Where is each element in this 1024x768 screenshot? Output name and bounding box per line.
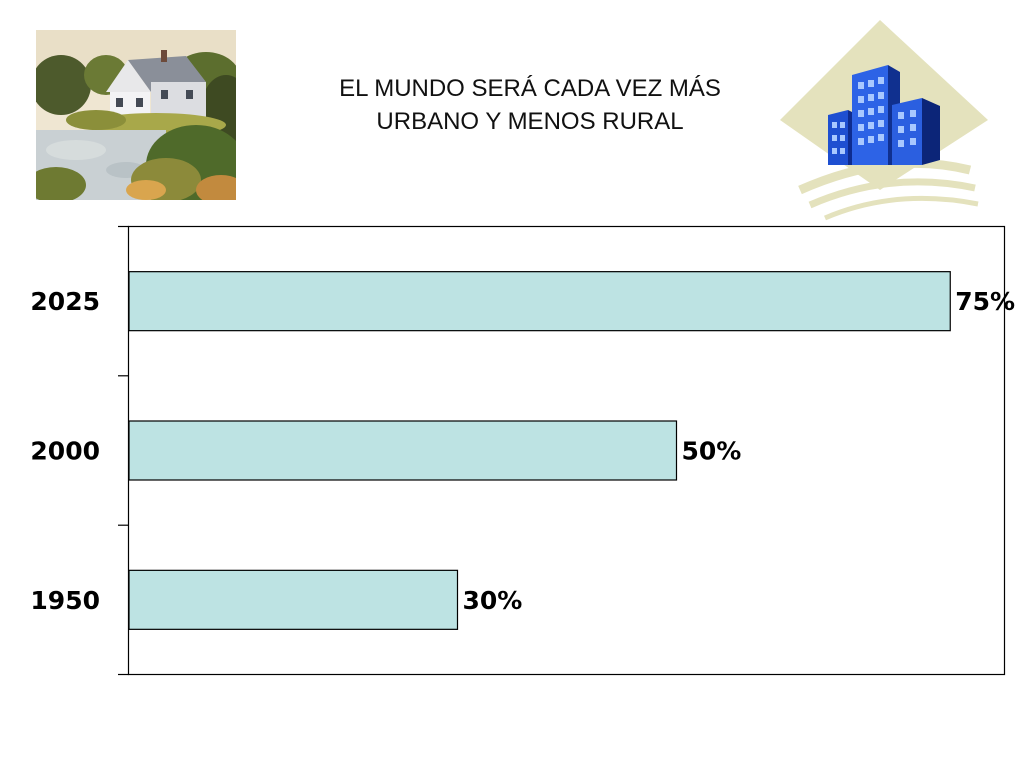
bar-1950 xyxy=(128,569,459,630)
city-buildings-picture xyxy=(780,20,988,221)
bar-2025 xyxy=(128,271,951,332)
data-label: 30% xyxy=(463,586,523,615)
title-line-2: URBANO Y MENOS RURAL xyxy=(376,108,684,135)
title-line-1: EL MUNDO SERÁ CADA VEZ MÁS xyxy=(339,75,721,102)
category-label: 2000 xyxy=(30,437,100,466)
rural-house-picture xyxy=(36,30,236,200)
category-label: 2025 xyxy=(30,287,100,316)
category-label: 1950 xyxy=(30,586,100,615)
data-label: 75% xyxy=(955,287,1015,316)
data-label: 50% xyxy=(682,437,742,466)
slide-title: EL MUNDO SERÁ CADA VEZ MÁS URBANO Y MENO… xyxy=(270,72,790,138)
bar-2000 xyxy=(128,420,678,481)
